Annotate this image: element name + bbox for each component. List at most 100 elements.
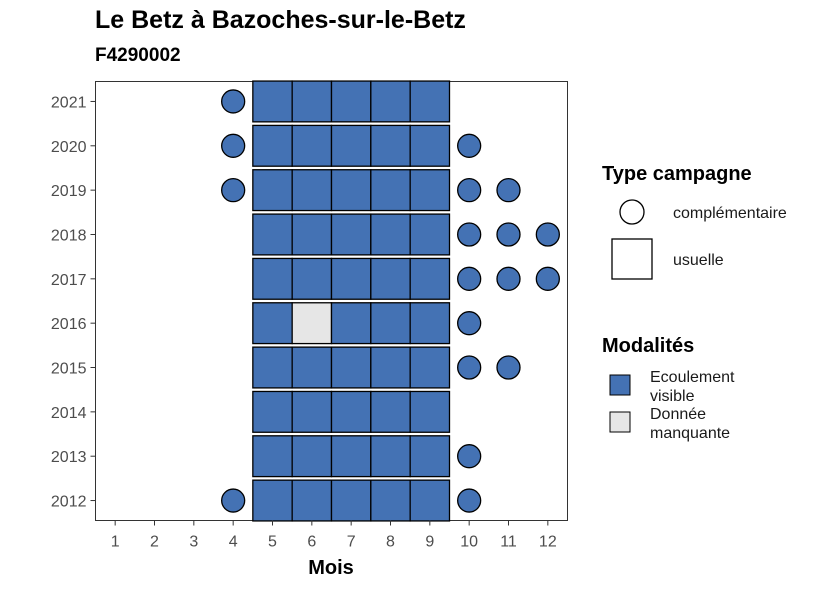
data-point-2018-11 [496, 222, 521, 247]
data-point-2017-11 [496, 266, 521, 291]
data-point-2012-10 [457, 488, 482, 513]
data-point-2021-5 [252, 80, 293, 123]
data-point-2017-10 [457, 266, 482, 291]
data-point-2021-7 [330, 80, 372, 123]
data-point-2016-5 [252, 302, 293, 345]
data-point-2013-7 [330, 435, 372, 478]
data-point-2021-6 [291, 80, 333, 123]
legend: Type campagne complémentaire usuelle Mod… [602, 163, 787, 442]
data-point-2018-6 [291, 213, 333, 256]
y-tick-label-2021: 2021 [51, 94, 87, 111]
y-axis: 2012 2013 2014 2015 2016 2017 2018 2019 2020 2021 [51, 94, 96, 511]
data-point-2014-9 [409, 390, 451, 433]
x-tick-label-1: 1 [111, 534, 120, 551]
data-point-2013-9 [409, 435, 451, 478]
data-point-2017-8 [370, 257, 411, 300]
data-point-2013-10 [457, 444, 482, 469]
chart-title: Le Betz à Bazoches-sur-le-Betz [95, 6, 466, 34]
data-point-2012-6 [291, 479, 333, 522]
data-point-2019-11 [496, 177, 521, 203]
data-point-2017-12 [535, 266, 560, 291]
data-point-2016-8 [370, 302, 411, 345]
data-point-2020-7 [330, 124, 372, 167]
x-tick-label-11: 11 [500, 534, 517, 551]
legend-key-ecoulement-visible [609, 374, 631, 396]
legend-label-usuelle: usuelle [673, 252, 724, 269]
data-point-2019-8 [370, 169, 411, 212]
data-point-2014-6 [291, 390, 333, 433]
data-point-2016-6 [291, 302, 333, 345]
data-point-2012-4 [221, 488, 246, 513]
legend-square-key [611, 238, 653, 280]
x-tick-label-5: 5 [268, 534, 277, 551]
x-tick-label-3: 3 [189, 534, 198, 551]
data-point-2014-8 [370, 390, 411, 433]
data-point-2021-4 [221, 89, 246, 114]
x-axis-title: Mois [308, 557, 354, 579]
data-point-2012-9 [409, 479, 451, 522]
y-tick-label-2012: 2012 [51, 494, 87, 511]
data-point-2018-9 [409, 213, 451, 256]
legend-type-title: Type campagne [602, 163, 752, 185]
data-point-2016-10 [457, 311, 482, 336]
x-tick-label-12: 12 [539, 534, 557, 551]
data-point-2014-7 [330, 390, 372, 433]
x-tick-label-10: 10 [460, 534, 478, 551]
data-point-2019-10 [457, 177, 482, 203]
data-point-2020-6 [291, 124, 333, 167]
legend-label-ecoulement-1: Ecoulement [650, 369, 735, 386]
x-tick-label-9: 9 [425, 534, 434, 551]
x-tick-label-7: 7 [347, 534, 356, 551]
data-point-2018-8 [370, 213, 411, 256]
data-point-2014-5 [252, 390, 293, 433]
svg-text:Donnée manquante: Donnée manquante [650, 406, 730, 442]
legend-key-donnee-manquante [609, 411, 631, 433]
y-tick-label-2016: 2016 [51, 316, 87, 333]
y-tick-label-2019: 2019 [51, 183, 87, 200]
data-point-2012-5 [252, 479, 293, 522]
data-point-2017-6 [291, 257, 333, 300]
y-tick-label-2020: 2020 [51, 139, 87, 156]
data-point-2020-9 [409, 124, 451, 167]
y-tick-label-2014: 2014 [51, 405, 87, 422]
data-point-2018-7 [330, 213, 372, 256]
data-point-2019-9 [409, 169, 451, 212]
data-point-2020-4 [221, 133, 246, 158]
data-point-2013-5 [252, 435, 293, 478]
data-point-2015-10 [457, 355, 482, 380]
data-point-2017-9 [409, 257, 451, 300]
data-point-2013-6 [291, 435, 333, 478]
y-tick-label-2015: 2015 [51, 361, 87, 378]
data-point-2019-6 [291, 169, 333, 212]
legend-modalites-title: Modalités [602, 335, 694, 357]
x-tick-label-4: 4 [229, 534, 238, 551]
data-point-2018-12 [535, 222, 560, 247]
x-tick-label-8: 8 [386, 534, 395, 551]
data-point-2015-6 [291, 346, 333, 389]
y-tick-label-2013: 2013 [51, 449, 87, 466]
data-point-2016-9 [409, 302, 451, 345]
x-axis: 1 2 3 4 5 6 7 8 9 10 11 12 [111, 520, 557, 551]
data-point-2017-5 [252, 257, 293, 300]
data-marks [221, 80, 560, 522]
data-point-2019-4 [221, 177, 246, 203]
data-point-2015-11 [496, 355, 521, 380]
data-point-2020-8 [370, 124, 411, 167]
legend-label-complementaire: complémentaire [673, 205, 787, 222]
data-point-2018-5 [252, 213, 293, 256]
x-tick-label-2: 2 [150, 534, 159, 551]
legend-label-donnee-1: Donnée [650, 406, 706, 423]
legend-circle-key [619, 199, 645, 225]
data-point-2012-8 [370, 479, 411, 522]
data-point-2020-10 [457, 133, 482, 158]
data-point-2012-7 [330, 479, 372, 522]
data-point-2017-7 [330, 257, 372, 300]
data-point-2021-9 [409, 80, 451, 123]
x-tick-label-6: 6 [307, 534, 316, 551]
data-point-2015-5 [252, 346, 293, 389]
legend-label-donnee-2: manquante [650, 425, 730, 442]
chart-subtitle: F4290002 [95, 45, 181, 66]
data-point-2015-8 [370, 346, 411, 389]
y-tick-label-2017: 2017 [51, 272, 87, 289]
